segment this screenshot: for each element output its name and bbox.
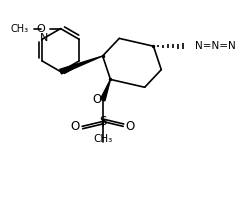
Text: S: S <box>99 115 106 128</box>
Text: O: O <box>125 120 135 133</box>
Text: N=N=N: N=N=N <box>194 41 235 51</box>
Text: N: N <box>40 33 48 43</box>
Text: O: O <box>36 24 45 34</box>
Text: CH₃: CH₃ <box>10 24 28 34</box>
Text: O: O <box>92 93 102 106</box>
Text: CH₃: CH₃ <box>93 134 112 144</box>
Text: O: O <box>71 120 80 133</box>
Polygon shape <box>100 79 111 101</box>
Polygon shape <box>60 56 103 74</box>
